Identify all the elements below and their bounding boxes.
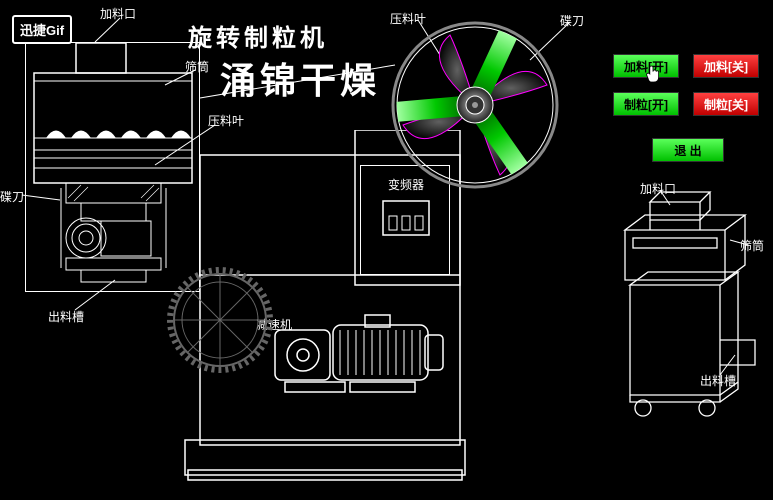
machine-small-view: [605, 190, 760, 430]
impeller-view: [390, 20, 560, 190]
label-impeller-left: 压料叶: [208, 112, 244, 129]
title-main: 旋转制粒机: [188, 18, 328, 53]
title-sub: 涌锦干燥: [220, 52, 380, 104]
label-discharge-left: 出料槽: [48, 308, 84, 325]
watermark-badge: 迅捷Gif: [12, 15, 72, 44]
button-granulate-off[interactable]: 制粒[关]: [693, 92, 759, 116]
label-feed-port-top: 加料口: [100, 5, 136, 22]
cursor-hand-icon: [645, 64, 661, 84]
button-exit[interactable]: 退 出: [652, 138, 724, 162]
button-granulate-on[interactable]: 制粒[开]: [613, 92, 679, 116]
button-feed-off[interactable]: 加料[关]: [693, 54, 759, 78]
label-knife-top: 碟刀: [560, 12, 584, 29]
label-knife-left: 碟刀: [0, 188, 24, 205]
